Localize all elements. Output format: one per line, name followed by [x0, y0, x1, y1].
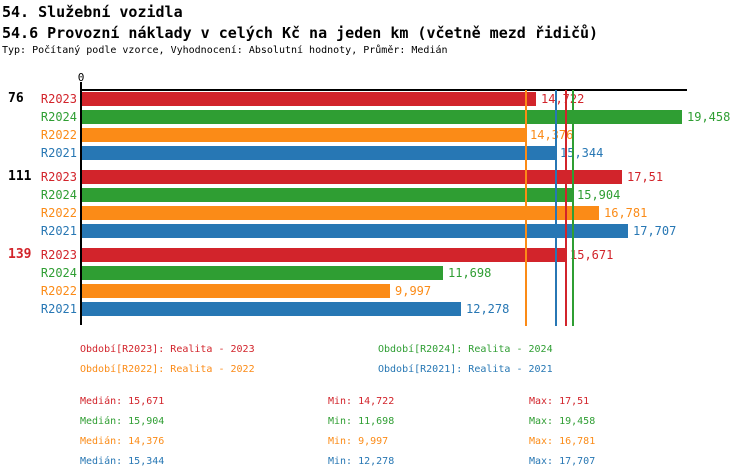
bar-row-label: R2021 — [40, 146, 77, 160]
group-label: 76 — [8, 91, 24, 106]
page-title: 54. Služební vozidla — [2, 3, 183, 21]
bar-value-label: 15,671 — [570, 248, 614, 262]
axis-tick — [80, 82, 82, 90]
stat-median-R2021: Medián: 15,344 — [80, 456, 165, 467]
legend-item-R2021: Období[R2021]: Realita - 2021 — [378, 364, 553, 375]
bar-row-label: R2023 — [40, 92, 77, 106]
bar-row-label: R2023 — [40, 248, 77, 262]
bar — [82, 128, 525, 142]
bar — [82, 206, 599, 220]
bar — [82, 146, 555, 160]
bar — [82, 284, 390, 298]
bar — [82, 302, 461, 316]
axis-zero-label: 0 — [77, 71, 85, 84]
legend-item-R2022: Období[R2022]: Realita - 2022 — [80, 364, 255, 375]
stat-min-R2023: Min: 14,722 — [328, 396, 395, 407]
bar-value-label: 14,376 — [530, 128, 574, 142]
median-line-R2021 — [555, 90, 557, 326]
bar-value-label: 15,904 — [577, 188, 621, 202]
bar — [82, 170, 622, 184]
bar-value-label: 15,344 — [560, 146, 604, 160]
bar-value-label: 9,997 — [395, 284, 432, 298]
stat-min-R2021: Min: 12,278 — [328, 456, 395, 467]
stat-median-R2022: Medián: 14,376 — [80, 436, 165, 447]
chart: 0 76 R2023 14,722 R2024 19,458 R2022 14,376 R202… — [8, 71, 731, 326]
bar-row-label: R2024 — [40, 188, 77, 202]
stat-max-R2023: Max: 17,51 — [529, 396, 590, 407]
axis-y-line — [80, 89, 82, 325]
stat-max-R2021: Max: 17,707 — [529, 456, 596, 467]
bar-row-label: R2022 — [40, 128, 77, 142]
stat-median-R2024: Medián: 15,904 — [80, 416, 165, 427]
stat-max-R2024: Max: 19,458 — [529, 416, 596, 427]
bar-row-label: R2023 — [40, 170, 77, 184]
legend: Období[R2023]: Realita - 2023 Období[R202… — [80, 344, 553, 375]
median-line-R2023 — [565, 90, 567, 326]
stat-min-R2024: Min: 11,698 — [328, 416, 395, 427]
bar — [82, 92, 536, 106]
bar-value-label: 11,698 — [448, 266, 492, 280]
stat-min-R2022: Min: 9,997 — [328, 436, 389, 447]
bar-value-label: 12,278 — [466, 302, 510, 316]
bar — [82, 110, 682, 124]
bar-row-label: R2021 — [40, 302, 77, 316]
bar-value-label: 17,707 — [633, 224, 677, 238]
group-label: 111 — [8, 169, 32, 184]
bar-row-label: R2021 — [40, 224, 77, 238]
bar-value-label: 19,458 — [687, 110, 731, 124]
bar-row-label: R2022 — [40, 284, 77, 298]
median-line-R2024 — [572, 90, 574, 326]
bar-value-label: 14,722 — [541, 92, 585, 106]
bar-row-label: R2024 — [40, 110, 77, 124]
bar-row-label: R2022 — [40, 206, 77, 220]
legend-item-R2023: Období[R2023]: Realita - 2023 — [80, 344, 255, 355]
legend-item-R2024: Období[R2024]: Realita - 2024 — [378, 344, 553, 355]
bar-value-label: 17,51 — [627, 170, 664, 184]
median-line-R2022 — [525, 90, 527, 326]
group-label: 139 — [8, 247, 32, 262]
bar — [82, 188, 572, 202]
bar — [82, 224, 628, 238]
stat-median-R2023: Medián: 15,671 — [80, 396, 165, 407]
bar — [82, 248, 565, 262]
bar — [82, 266, 443, 280]
chart-meta: Typ: Počítaný podle vzorce, Vyhodnocení:… — [2, 45, 448, 56]
bar-value-label: 16,781 — [604, 206, 648, 220]
bar-row-label: R2024 — [40, 266, 77, 280]
axis-top-line — [80, 89, 687, 91]
chart-title: 54.6 Provozní náklady v celých Kč na jed… — [2, 24, 599, 42]
stat-max-R2022: Max: 16,781 — [529, 436, 596, 447]
